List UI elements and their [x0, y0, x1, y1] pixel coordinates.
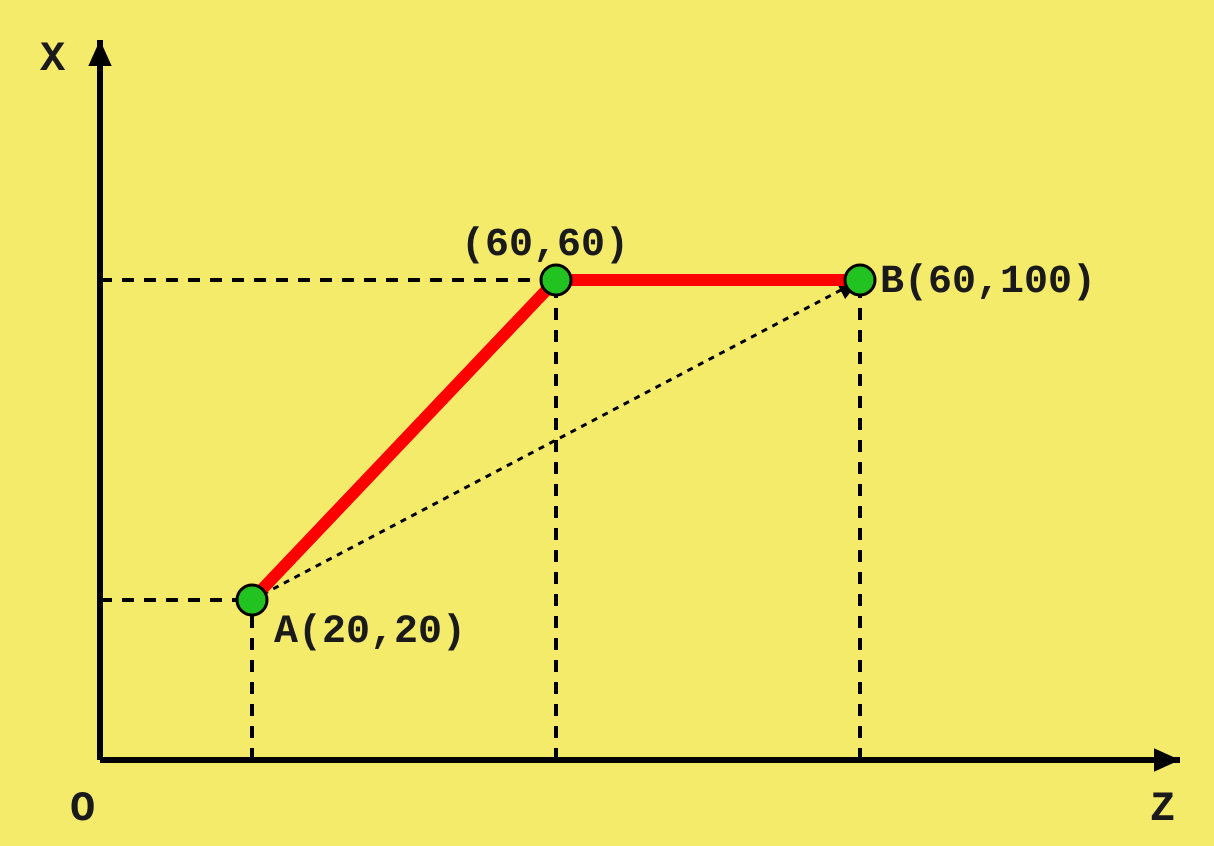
- point-mid: [541, 265, 571, 295]
- x-axis-label: Z: [1150, 785, 1175, 833]
- origin-label: O: [70, 785, 95, 833]
- coordinate-diagram: A(20,20) (60,60) B(60,100) X Z O: [0, 0, 1214, 846]
- point-B: [845, 265, 875, 295]
- point-label-B: B(60,100): [880, 260, 1096, 305]
- point-label-mid: (60,60): [461, 223, 629, 268]
- diagram-background: [0, 0, 1214, 846]
- point-A: [237, 585, 267, 615]
- y-axis-label: X: [40, 35, 66, 83]
- point-label-A: A(20,20): [274, 610, 466, 655]
